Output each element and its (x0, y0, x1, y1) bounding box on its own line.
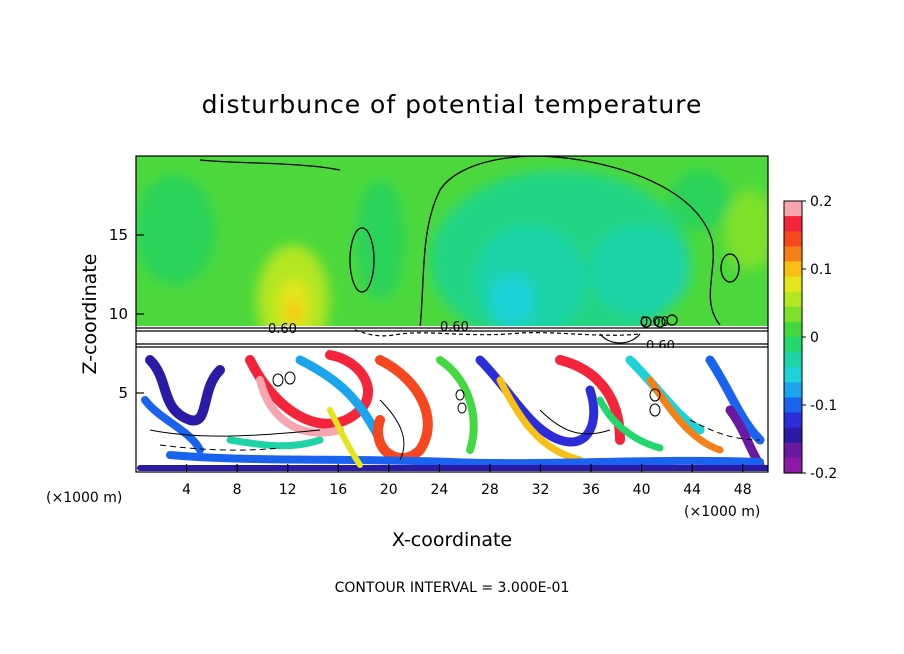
x-tick-label: 4 (182, 482, 191, 498)
contour-label-1: 0.60 (268, 322, 297, 337)
contour-label-2: 0.60 (440, 320, 469, 335)
colorbar-segment (784, 321, 802, 338)
x-tick-label: 44 (683, 482, 701, 498)
plot-area: 0.60 0.60 0.00 0.60 (136, 156, 768, 472)
x-tick-label: 8 (233, 482, 242, 498)
colorbar-tick-label: -0.2 (810, 466, 837, 482)
y-unit-label: (×1000 m) (46, 490, 122, 506)
colorbar-segment (784, 306, 802, 323)
colorbar-segment (784, 352, 802, 368)
colorbar-segment (784, 457, 802, 474)
lower-contours (149, 371, 761, 461)
x-tick-label: 12 (279, 482, 297, 498)
colorbar-segment (784, 337, 802, 353)
y-axis-label: Z-coordinate (79, 254, 101, 375)
band-contours (136, 314, 768, 348)
y-tick-label: 15 (109, 226, 128, 244)
contour-label-3: 0.00 (640, 315, 669, 330)
colorbar-tick-label: 0.1 (810, 262, 832, 278)
colorbar: 0.2 0.1 0 -0.1 -0.2 (783, 194, 837, 482)
colorbar-segment (784, 216, 802, 232)
x-tick-label: 28 (481, 482, 499, 498)
lower-field-swirls (137, 350, 768, 471)
colorbar-segment (784, 246, 802, 263)
colorbar-segment (784, 367, 802, 383)
x-tick-label: 16 (329, 482, 347, 498)
x-tick-label: 40 (633, 482, 651, 498)
colorbar-segment (784, 201, 802, 217)
colorbar-tick-label: 0 (810, 330, 819, 346)
y-tick-label: 10 (109, 305, 128, 323)
upper-contours (199, 156, 740, 329)
colorbar-segment (784, 231, 802, 247)
x-tick-label: 32 (532, 482, 550, 498)
x-axis-label: X-coordinate (392, 529, 512, 551)
x-tick-label: 20 (380, 482, 398, 498)
colorbar-segment (784, 382, 802, 399)
y-axis-ticks: 5 10 15 (109, 226, 144, 402)
x-unit-label: (×1000 m) (684, 504, 760, 520)
colorbar-tick-label: -0.1 (810, 398, 837, 414)
colorbar-segment (784, 261, 802, 278)
colorbar-segment (784, 412, 802, 429)
colorbar-segment (784, 397, 802, 414)
x-tick-label: 24 (430, 482, 448, 498)
colorbar-tick-label: 0.2 (810, 194, 832, 210)
x-tick-label: 48 (734, 482, 752, 498)
chart-title: disturbunce of potential temperature (202, 90, 703, 119)
upper-field-shading (136, 170, 768, 355)
x-axis-ticks: 4 8 12 16 20 24 28 32 36 40 44 48 (182, 464, 752, 498)
colorbar-segment (784, 291, 802, 308)
colorbar-segment (784, 442, 802, 459)
contour-interval-footer: CONTOUR INTERVAL = 3.000E-01 (335, 580, 570, 596)
y-tick-label: 5 (118, 384, 128, 402)
x-tick-label: 36 (582, 482, 600, 498)
colorbar-segment (784, 276, 802, 293)
colorbar-segment (784, 427, 802, 444)
